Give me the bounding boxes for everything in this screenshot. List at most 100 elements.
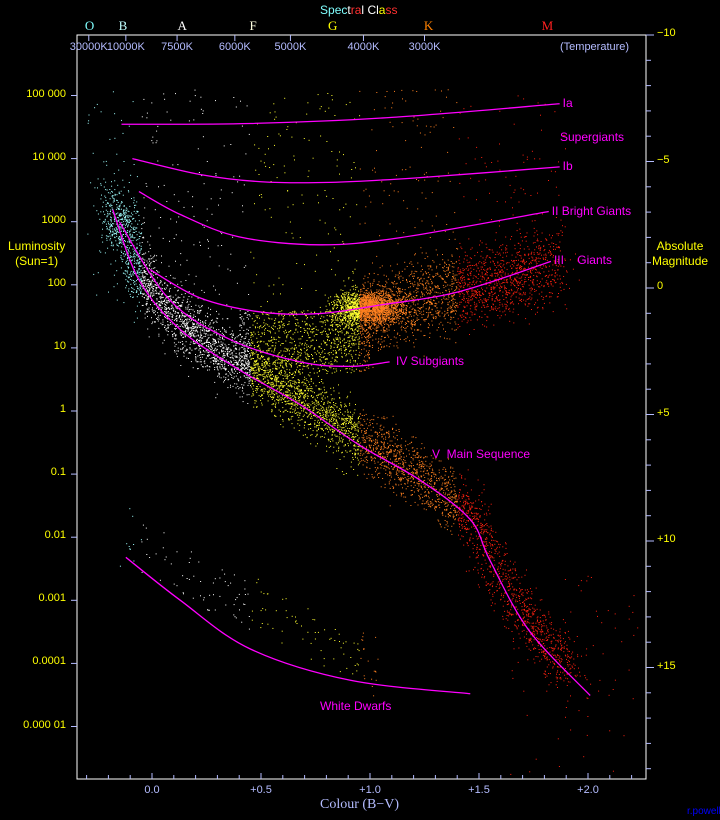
star-point <box>266 376 268 377</box>
star-point <box>320 405 322 407</box>
star-point <box>113 223 115 225</box>
star-point <box>411 489 413 491</box>
star-point <box>132 270 134 272</box>
star-point <box>263 372 265 374</box>
star-point <box>229 372 231 374</box>
star-point <box>201 340 202 342</box>
star-point <box>426 489 428 491</box>
star-point <box>418 455 420 457</box>
star-point <box>453 523 455 525</box>
star-point <box>218 342 220 344</box>
star-point <box>286 388 288 389</box>
star-point <box>190 326 192 328</box>
star-point <box>205 315 207 317</box>
star-point <box>472 542 474 544</box>
star-point <box>224 351 226 353</box>
star-point <box>221 344 223 346</box>
star-point <box>234 348 236 350</box>
star-point <box>145 295 147 297</box>
star-point <box>290 395 292 397</box>
star-point <box>476 548 478 550</box>
star-point <box>163 287 165 289</box>
star-point <box>293 376 294 378</box>
star-point <box>535 656 537 657</box>
star-point <box>199 326 201 328</box>
star-point <box>401 493 403 494</box>
star-point <box>246 394 248 396</box>
star-point <box>302 434 304 436</box>
star-point <box>204 342 206 344</box>
star-point <box>290 403 292 405</box>
star-point <box>204 360 206 362</box>
star-point <box>139 286 141 288</box>
star-point <box>488 526 490 528</box>
star-point <box>141 223 143 225</box>
star-point <box>202 326 204 328</box>
star-point <box>231 339 233 341</box>
star-point <box>540 632 542 634</box>
star-point <box>390 450 392 452</box>
star-point <box>550 647 552 649</box>
star-point <box>189 347 191 349</box>
star-point <box>312 406 314 408</box>
star-point <box>243 392 245 394</box>
star-point <box>177 289 179 291</box>
star-point <box>343 418 344 420</box>
star-point <box>183 296 185 298</box>
star-point <box>455 500 457 502</box>
star-point <box>222 318 224 320</box>
star-point <box>288 390 290 392</box>
star-point <box>187 308 189 310</box>
star-point <box>107 247 109 249</box>
star-point <box>145 264 147 266</box>
star-point <box>214 330 216 332</box>
star-point <box>394 459 396 460</box>
star-point <box>395 423 397 425</box>
star-point <box>298 385 300 387</box>
star-point <box>130 256 132 258</box>
star-point <box>257 367 259 369</box>
star-point <box>476 552 478 554</box>
star-point <box>383 453 385 455</box>
star-point <box>254 364 256 365</box>
star-point <box>165 329 167 331</box>
star-point <box>469 540 471 542</box>
star-point <box>171 323 173 325</box>
star-point <box>172 306 174 308</box>
star-point <box>504 575 506 577</box>
star-point <box>514 625 516 627</box>
star-point <box>153 309 155 311</box>
star-point <box>462 509 464 511</box>
star-point <box>159 296 161 298</box>
star-point <box>495 531 497 533</box>
star-point <box>465 485 467 487</box>
star-point <box>438 491 440 493</box>
star-point <box>357 439 359 441</box>
star-point <box>126 263 128 265</box>
star-point <box>317 408 319 410</box>
star-point <box>436 505 438 507</box>
star-point <box>164 289 166 290</box>
star-point <box>142 280 144 282</box>
star-point <box>438 478 439 479</box>
star-point <box>323 416 324 418</box>
star-point <box>494 543 496 545</box>
star-point <box>389 487 391 489</box>
star-point <box>446 485 448 487</box>
star-point <box>350 417 352 418</box>
star-point <box>150 284 152 286</box>
star-point <box>309 384 311 386</box>
star-point <box>341 427 343 429</box>
star-point <box>429 504 431 506</box>
star-point <box>569 657 571 659</box>
star-point <box>157 277 158 279</box>
star-point <box>137 260 139 262</box>
star-point <box>550 627 552 629</box>
star-point <box>147 241 149 243</box>
star-point <box>127 276 129 278</box>
star-point <box>339 432 340 434</box>
star-point <box>166 284 168 286</box>
star-point <box>454 490 456 492</box>
star-point <box>151 268 153 270</box>
star-point <box>208 307 209 309</box>
